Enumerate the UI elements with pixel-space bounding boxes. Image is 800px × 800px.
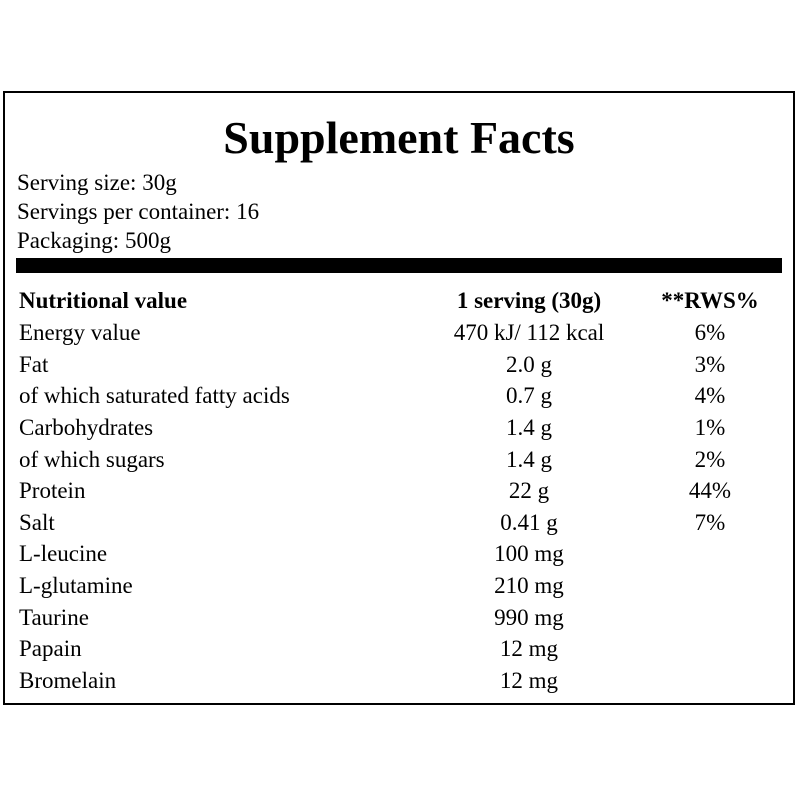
- table-row: Energy value 470 kJ/ 112 kcal 6%: [5, 318, 793, 348]
- nutrient-serving: 22 g: [508, 478, 550, 503]
- table-header-row: Nutritional value 1 serving (30g) **RWS%: [5, 286, 793, 316]
- nutrient-serving: 1.4 g: [506, 447, 552, 472]
- nutrient-name: Protein: [19, 478, 86, 503]
- nutrient-name: of which sugars: [19, 447, 165, 472]
- header-rws: **RWS%: [661, 288, 759, 313]
- nutrient-serving: 0.7 g: [506, 383, 552, 408]
- serving-size: Serving size: 30g: [17, 170, 177, 195]
- nutrient-name: of which saturated fatty acids: [19, 383, 290, 408]
- table-row: Fat 2.0 g 3%: [5, 350, 793, 380]
- table-row: L-glutamine 210 mg: [5, 571, 793, 601]
- table-row: Taurine 990 mg: [5, 603, 793, 633]
- nutrient-serving: 1.4 g: [506, 415, 552, 440]
- nutrient-rws: 7%: [694, 510, 726, 535]
- nutrient-rws: 6%: [694, 320, 726, 345]
- nutrient-rws: 4%: [694, 383, 726, 408]
- table-row: Salt 0.41 g 7%: [5, 508, 793, 538]
- nutrient-rws: 2%: [694, 447, 726, 472]
- header-serving: 1 serving (30g): [456, 288, 602, 313]
- table-row: Protein 22 g 44%: [5, 476, 793, 506]
- nutrient-name: Salt: [19, 510, 55, 535]
- nutrient-rws: 44%: [688, 478, 732, 503]
- nutrient-serving: 100 mg: [494, 541, 564, 566]
- supplement-facts-label: Supplement Facts Serving size: 30g Servi…: [3, 91, 795, 705]
- nutrient-serving: 0.41 g: [500, 510, 558, 535]
- table-row: Bromelain 12 mg: [5, 666, 793, 696]
- servings-per-container: Servings per container: 16: [17, 199, 260, 224]
- table-row: of which sugars 1.4 g 2%: [5, 445, 793, 475]
- nutrient-name: Bromelain: [19, 668, 117, 693]
- nutrient-serving: 990 mg: [494, 605, 564, 630]
- nutrient-name: L-leucine: [19, 541, 108, 566]
- table-row: Carbohydrates 1.4 g 1%: [5, 413, 793, 443]
- nutrient-serving: 12 mg: [499, 668, 559, 693]
- nutrient-rws: 3%: [694, 352, 726, 377]
- nutrient-name: L-glutamine: [19, 573, 133, 598]
- header-nutritional-value: Nutritional value: [19, 288, 188, 313]
- nutrient-serving: 12 mg: [499, 636, 559, 661]
- table-row: Papain 12 mg: [5, 634, 793, 664]
- divider-bar: [16, 258, 782, 273]
- nutrient-serving: 470 kJ/ 112 kcal: [453, 320, 605, 345]
- nutrient-name: Carbohydrates: [19, 415, 154, 440]
- nutrient-rws: 1%: [694, 415, 726, 440]
- nutrient-name: Fat: [19, 352, 49, 377]
- nutrient-serving: 210 mg: [494, 573, 564, 598]
- nutrient-name: Papain: [19, 636, 82, 661]
- label-title: Supplement Facts: [223, 112, 575, 163]
- nutrient-name: Taurine: [19, 605, 89, 630]
- table-row: of which saturated fatty acids 0.7 g 4%: [5, 381, 793, 411]
- nutrient-name: Energy value: [19, 320, 141, 345]
- table-row: L-leucine 100 mg: [5, 539, 793, 569]
- packaging-weight: Packaging: 500g: [17, 228, 171, 253]
- nutrient-serving: 2.0 g: [506, 352, 552, 377]
